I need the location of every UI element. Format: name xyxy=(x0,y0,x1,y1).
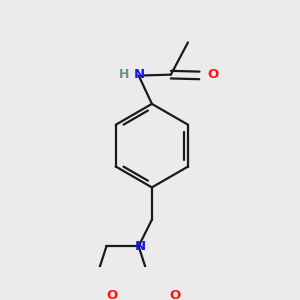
Text: O: O xyxy=(106,289,118,300)
Text: H: H xyxy=(119,68,129,81)
Text: N: N xyxy=(135,240,146,253)
Text: N: N xyxy=(134,68,145,81)
Text: O: O xyxy=(170,290,181,300)
Text: O: O xyxy=(207,68,218,81)
